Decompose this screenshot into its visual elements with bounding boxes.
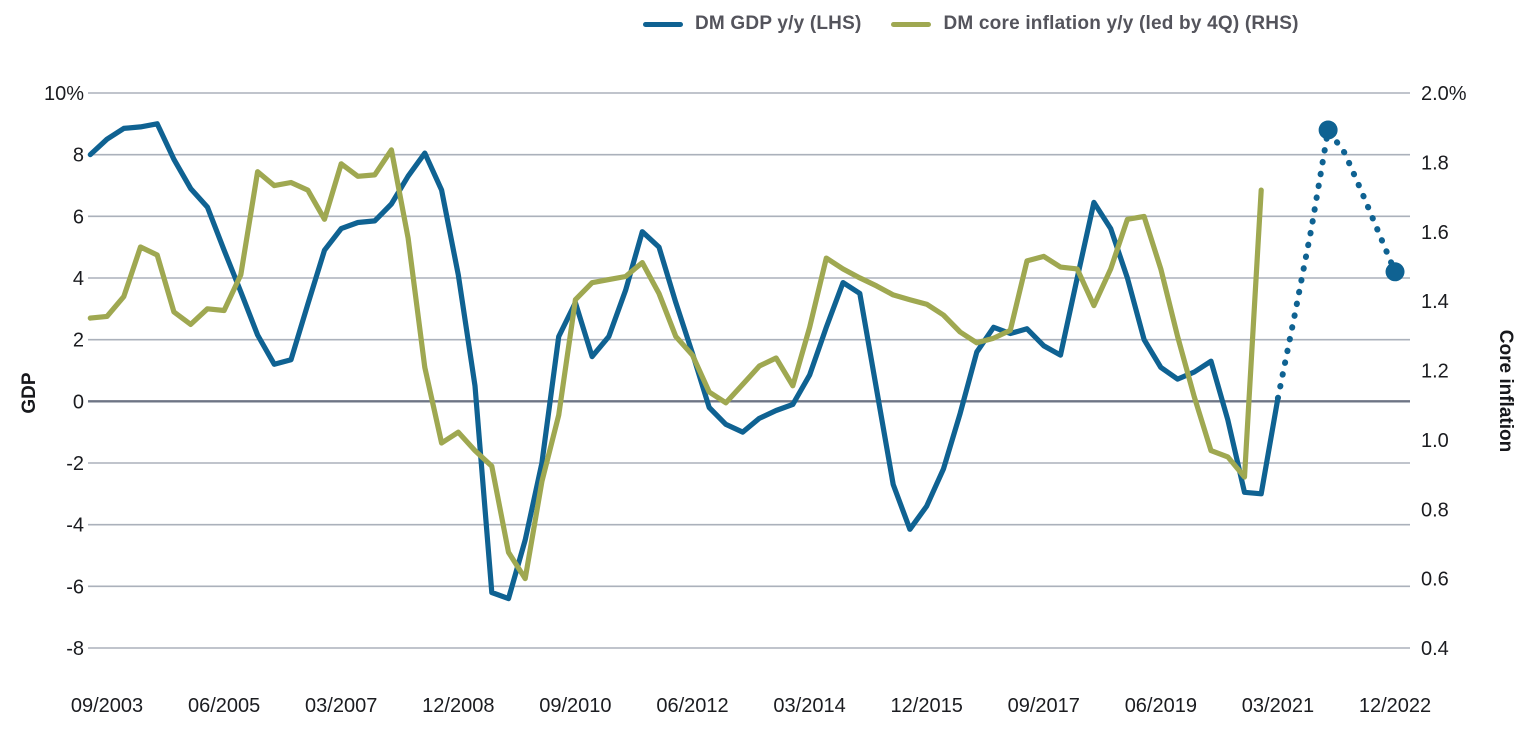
left-tick-label: -4 bbox=[66, 515, 84, 537]
x-tick-label: 03/2007 bbox=[305, 695, 377, 717]
left-tick-label: 10% bbox=[44, 83, 84, 105]
left-tick-label: 8 bbox=[73, 145, 84, 167]
series-gdp bbox=[87, 121, 1281, 602]
right-tick-label: 1.6 bbox=[1421, 222, 1449, 244]
legend: DM GDP y/y (LHS) DM core inflation y/y (… bbox=[643, 13, 1299, 35]
x-tick-label: 03/2021 bbox=[1242, 695, 1314, 717]
x-tick-label: 06/2012 bbox=[656, 695, 728, 717]
legend-item-inflation: DM core inflation y/y (led by 4Q) (RHS) bbox=[891, 13, 1298, 35]
gdp-line-swatch-icon bbox=[643, 21, 683, 27]
y-axis-left-tick-labels: 10% 8 6 4 2 0 -2 -4 -6 -8 bbox=[44, 83, 84, 660]
legend-label-inflation: DM core inflation y/y (led by 4Q) (RHS) bbox=[943, 13, 1299, 34]
legend-item-gdp: DM GDP y/y (LHS) bbox=[643, 13, 861, 35]
right-tick-label: 1.4 bbox=[1421, 291, 1449, 313]
x-tick-label: 06/2005 bbox=[188, 695, 260, 717]
left-tick-label: -6 bbox=[66, 576, 84, 598]
series-gdp-forecast bbox=[1274, 120, 1405, 402]
left-tick-label: 6 bbox=[73, 206, 84, 228]
y-axis-right-tick-labels: 2.0% 1.8 1.6 1.4 1.2 1.0 0.8 0.6 0.4 bbox=[1421, 83, 1467, 660]
right-tick-label: 0.8 bbox=[1421, 499, 1449, 521]
x-tick-label: 12/2015 bbox=[891, 695, 963, 717]
right-tick-label: 1.0 bbox=[1421, 430, 1449, 452]
left-tick-label: -8 bbox=[66, 638, 84, 660]
x-tick-label: 12/2022 bbox=[1359, 695, 1431, 717]
gdp-line bbox=[87, 121, 1281, 602]
legend-label-gdp: DM GDP y/y (LHS) bbox=[695, 13, 862, 34]
right-tick-label: 0.4 bbox=[1421, 638, 1449, 660]
x-axis-tick-labels: 09/2003 06/2005 03/2007 12/2008 09/2010 06/20… bbox=[71, 695, 1431, 717]
forecast-marker-dot bbox=[1385, 262, 1405, 282]
right-tick-label: 1.8 bbox=[1421, 152, 1449, 174]
right-tick-label: 2.0% bbox=[1421, 83, 1467, 105]
inflation-line-swatch-icon bbox=[891, 21, 932, 27]
x-tick-label: 12/2008 bbox=[422, 695, 494, 717]
inflation-line bbox=[87, 147, 1264, 582]
gdp-forecast-dotted-line bbox=[1274, 127, 1398, 402]
x-tick-label: 06/2019 bbox=[1125, 695, 1197, 717]
series-inflation bbox=[87, 147, 1264, 582]
gridlines bbox=[88, 92, 1410, 649]
forecast-marker-dot bbox=[1318, 120, 1338, 140]
right-tick-label: 0.6 bbox=[1421, 569, 1449, 591]
left-tick-label: 0 bbox=[73, 391, 84, 413]
x-tick-label: 09/2017 bbox=[1008, 695, 1080, 717]
right-tick-label: 1.2 bbox=[1421, 361, 1449, 383]
x-tick-label: 03/2014 bbox=[773, 695, 845, 717]
left-tick-label: 2 bbox=[73, 330, 84, 352]
left-tick-label: -2 bbox=[66, 453, 84, 475]
left-tick-label: 4 bbox=[73, 268, 84, 290]
x-tick-label: 09/2003 bbox=[71, 695, 143, 717]
x-tick-label: 09/2010 bbox=[539, 695, 611, 717]
